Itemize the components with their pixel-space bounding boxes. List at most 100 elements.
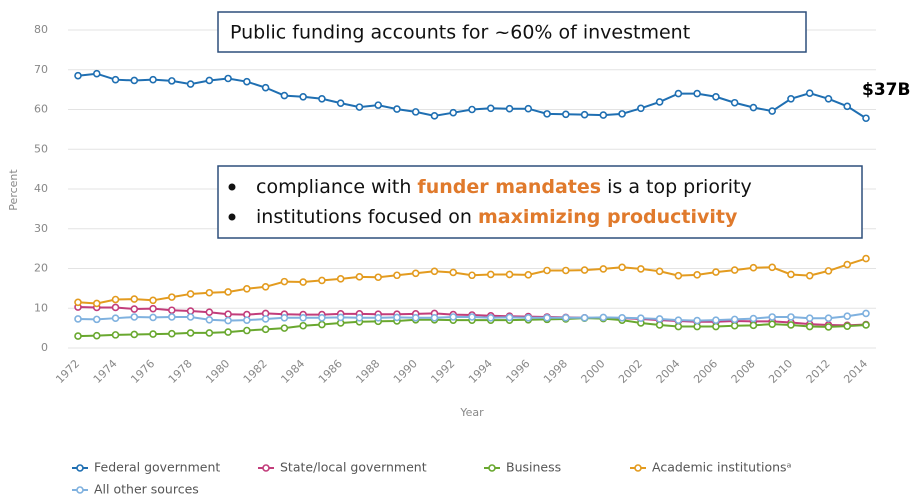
point (674, 89, 683, 98)
point (205, 308, 214, 317)
point (74, 315, 82, 323)
point (655, 267, 664, 276)
point (637, 314, 645, 322)
x-tick-label: 1976 (128, 357, 157, 386)
point (111, 331, 120, 339)
point (768, 263, 776, 272)
x-tick-label: 1972 (53, 357, 82, 386)
point (92, 315, 101, 324)
legend-label: State/local government (280, 460, 427, 475)
bullet-box: compliance with funder mandates is a top… (217, 165, 863, 239)
point (243, 316, 251, 324)
point (580, 266, 589, 274)
point (224, 310, 232, 319)
point (186, 290, 195, 298)
point (843, 312, 852, 321)
point (749, 103, 758, 112)
point (712, 322, 720, 331)
point (74, 332, 82, 340)
point (336, 313, 345, 322)
y-tick-label: 60 (34, 103, 48, 116)
point (186, 80, 195, 88)
x-tick-label: 1978 (166, 357, 195, 386)
y-axis-label: Percent (7, 169, 20, 211)
point (712, 92, 720, 101)
y-tick-label: 40 (34, 182, 48, 195)
point (862, 321, 870, 329)
point (280, 313, 289, 322)
point (599, 313, 608, 322)
point (524, 104, 533, 113)
point (749, 321, 758, 330)
point (824, 94, 833, 103)
x-tick-label: 1996 (504, 357, 533, 386)
point (130, 305, 139, 313)
x-tick-label: 1992 (428, 357, 457, 386)
point (261, 325, 270, 334)
point (168, 313, 176, 321)
point (655, 98, 664, 106)
x-tick-label: 1986 (316, 357, 345, 386)
x-tick-label: 1998 (541, 357, 570, 386)
point (92, 331, 101, 340)
point (149, 296, 157, 305)
point (243, 77, 251, 86)
bullet-before: compliance with (256, 176, 417, 198)
point (843, 102, 852, 111)
point (149, 75, 157, 84)
point (486, 104, 495, 113)
y-tick-label: 80 (34, 23, 48, 36)
x-tick-label: 1988 (353, 357, 382, 386)
point (824, 267, 833, 275)
point (824, 314, 833, 322)
point (355, 273, 364, 281)
bullet-text: compliance with funder mandates is a top… (256, 176, 752, 198)
y-tick-label: 70 (34, 63, 48, 76)
point (468, 271, 476, 280)
point (749, 263, 758, 272)
point (693, 271, 701, 279)
point (393, 105, 401, 113)
x-tick-label: 1980 (203, 357, 232, 386)
y-tick-label: 50 (34, 142, 48, 155)
point (768, 313, 776, 321)
point (505, 313, 514, 322)
point (130, 313, 139, 321)
point (149, 304, 157, 313)
point (674, 322, 683, 331)
point (393, 271, 401, 280)
point (261, 83, 270, 92)
point (111, 295, 120, 304)
point (805, 314, 814, 322)
legend-label: Business (506, 460, 561, 475)
point (787, 270, 795, 279)
point (449, 313, 458, 321)
point (430, 112, 439, 120)
x-tick-label: 2002 (616, 357, 645, 386)
point (374, 313, 382, 322)
point (674, 271, 683, 280)
x-tick-label: 2000 (579, 357, 608, 386)
point (224, 288, 232, 296)
legend-marker (634, 464, 642, 472)
point (730, 266, 739, 274)
x-tick-label: 2004 (654, 357, 683, 386)
y-tick-label: 10 (34, 301, 48, 314)
x-tick-label: 2006 (691, 357, 720, 386)
point (355, 103, 364, 111)
point (186, 329, 195, 337)
point (205, 329, 214, 337)
bullet-before: institutions focused on (256, 206, 478, 228)
point (618, 263, 626, 272)
point (299, 321, 307, 330)
point (224, 74, 232, 83)
point (261, 315, 270, 323)
point (299, 313, 307, 322)
point (74, 298, 82, 307)
x-tick-label: 2010 (766, 357, 795, 386)
headline-box (217, 11, 807, 53)
point (505, 104, 514, 113)
point (186, 313, 195, 321)
point (805, 271, 814, 280)
